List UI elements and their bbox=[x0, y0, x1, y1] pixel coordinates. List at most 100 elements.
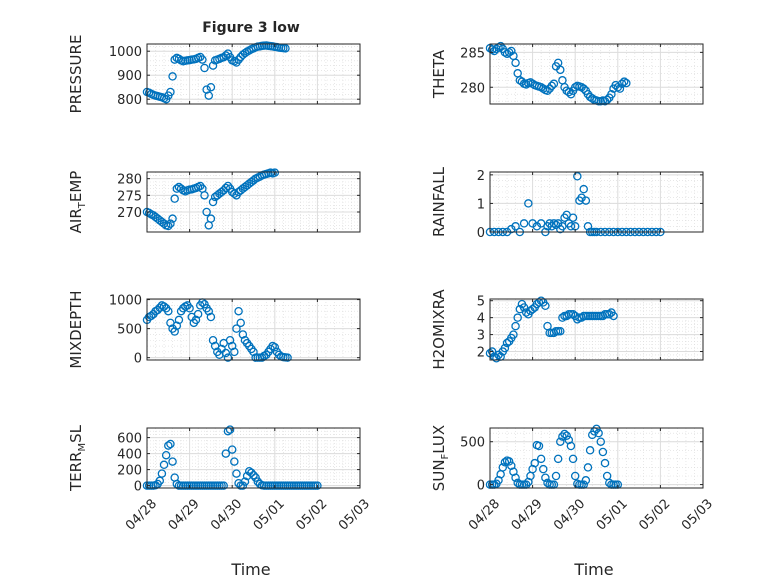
data-point bbox=[553, 454, 563, 464]
data-point bbox=[221, 348, 231, 358]
data-point bbox=[161, 450, 171, 460]
data-point bbox=[249, 176, 258, 185]
data-point bbox=[504, 457, 514, 466]
data-point bbox=[234, 306, 243, 316]
x-tick-label: 05/01 bbox=[594, 496, 631, 533]
x-tick-label: 05/02 bbox=[636, 496, 673, 533]
data-point bbox=[159, 219, 169, 228]
data-point bbox=[556, 437, 565, 446]
data-point bbox=[281, 44, 290, 53]
data-point bbox=[568, 213, 578, 222]
x-axis-label-left: Time bbox=[230, 560, 270, 579]
series-markers bbox=[142, 168, 280, 231]
data-point bbox=[168, 214, 177, 223]
axes-box bbox=[146, 171, 361, 233]
x-axis-label-right: Time bbox=[573, 560, 613, 579]
data-point bbox=[551, 471, 561, 481]
data-point bbox=[200, 63, 209, 73]
data-point bbox=[562, 431, 571, 440]
data-point bbox=[528, 304, 537, 314]
y-tick-label: 0 bbox=[134, 480, 142, 495]
data-point bbox=[257, 353, 267, 362]
tick-marks bbox=[146, 428, 361, 488]
data-point bbox=[230, 347, 239, 357]
data-point bbox=[234, 55, 243, 64]
data-point bbox=[617, 79, 627, 89]
y-tick-label: 270 bbox=[117, 206, 142, 221]
y-tick-label: 400 bbox=[117, 448, 142, 463]
data-point bbox=[232, 324, 241, 333]
data-point bbox=[168, 72, 177, 81]
data-point bbox=[225, 335, 235, 345]
data-point bbox=[249, 347, 258, 357]
data-point bbox=[502, 338, 512, 348]
axes-box bbox=[489, 43, 704, 105]
panel-sun-flux: 0 500 SUNFLUX 04/28 04/29 04/30 05/01 05/02 05/0… bbox=[430, 424, 716, 534]
data-point bbox=[607, 89, 616, 99]
y-tick-label: 0 bbox=[477, 226, 485, 241]
data-point bbox=[153, 305, 162, 315]
y-tick-label: 1000 bbox=[109, 294, 142, 309]
data-point bbox=[270, 168, 280, 177]
axes-background bbox=[490, 44, 703, 104]
data-point bbox=[144, 208, 154, 218]
data-point bbox=[564, 87, 574, 97]
tick-marks bbox=[146, 299, 361, 360]
data-point bbox=[558, 432, 567, 441]
axes-box bbox=[146, 43, 361, 105]
data-point bbox=[515, 304, 525, 314]
data-point bbox=[532, 222, 542, 231]
data-point bbox=[509, 330, 518, 339]
y-tick-label: 2 bbox=[477, 169, 485, 184]
data-point bbox=[164, 221, 173, 231]
tick-marks bbox=[489, 428, 704, 488]
data-point bbox=[204, 306, 214, 316]
data-point bbox=[492, 44, 501, 54]
data-point bbox=[596, 437, 606, 446]
x-tick-label: 05/02 bbox=[293, 496, 330, 533]
data-point bbox=[204, 91, 214, 100]
y-tick-label: 500 bbox=[117, 323, 142, 338]
data-point bbox=[534, 441, 544, 451]
x-tick-label: 04/28 bbox=[123, 496, 160, 533]
data-point bbox=[202, 207, 211, 217]
x-tick-label: 04/29 bbox=[509, 496, 546, 533]
data-point bbox=[539, 464, 548, 474]
data-point bbox=[511, 473, 520, 482]
series-markers bbox=[485, 296, 618, 363]
data-point bbox=[498, 463, 508, 472]
minor-grid bbox=[490, 44, 703, 104]
data-point bbox=[155, 303, 165, 312]
data-point bbox=[581, 476, 591, 485]
data-point bbox=[507, 46, 516, 56]
data-point bbox=[543, 86, 552, 95]
data-point bbox=[536, 454, 546, 464]
x-tick-label: 04/29 bbox=[166, 496, 203, 533]
data-point bbox=[487, 347, 497, 356]
data-point bbox=[223, 181, 233, 191]
data-point bbox=[172, 321, 182, 330]
data-point bbox=[579, 84, 588, 93]
series-markers bbox=[142, 425, 322, 490]
data-point bbox=[524, 199, 533, 208]
data-point bbox=[232, 469, 241, 478]
data-point bbox=[221, 51, 231, 60]
data-point bbox=[560, 429, 569, 439]
y-tick-label: 500 bbox=[460, 436, 485, 451]
y-tick-label: 285 bbox=[460, 46, 485, 61]
data-point bbox=[166, 439, 175, 449]
tick-marks bbox=[489, 44, 704, 104]
data-point bbox=[170, 194, 179, 203]
data-point bbox=[166, 219, 175, 228]
data-point bbox=[200, 299, 209, 309]
data-point bbox=[605, 309, 614, 319]
data-point bbox=[174, 315, 184, 325]
data-point bbox=[240, 48, 250, 58]
data-point bbox=[168, 457, 177, 466]
series-markers bbox=[142, 298, 292, 362]
data-point bbox=[585, 446, 595, 455]
data-point bbox=[602, 95, 612, 105]
data-point bbox=[511, 58, 520, 68]
data-point bbox=[270, 342, 280, 352]
